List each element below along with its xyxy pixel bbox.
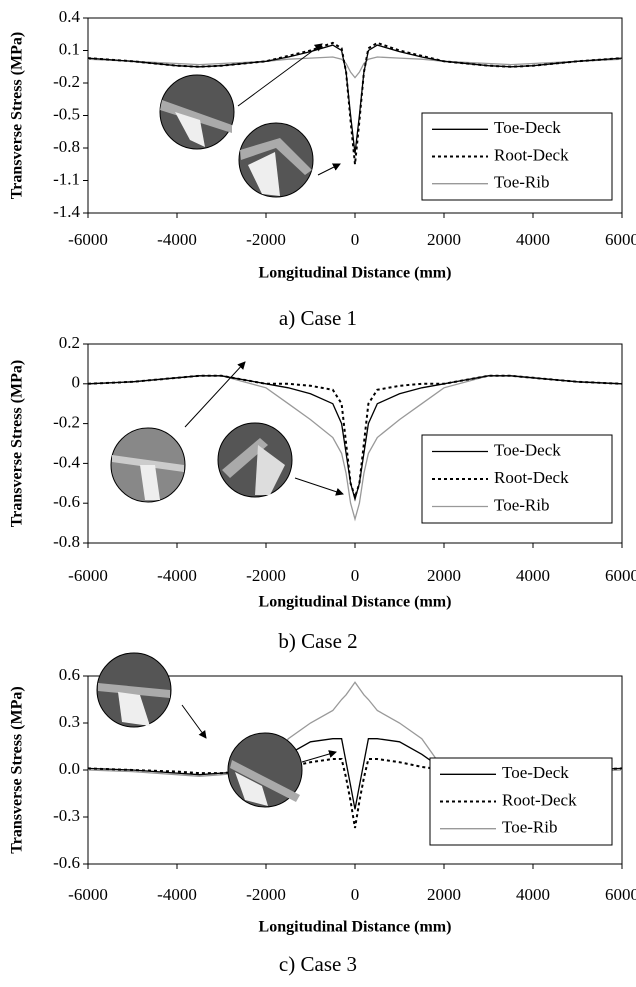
x-axis-title: Longitudinal Distance (mm) [259,594,452,611]
legend-label: Root-Deck [502,790,577,809]
series-line [87,375,623,502]
y-tick-label: -0.4 [53,452,80,471]
x-tick-label: 0 [351,885,360,904]
x-tick-label: -2000 [246,885,286,904]
legend-label: Toe-Deck [494,440,561,459]
x-tick-label: 6000 [605,885,636,904]
caption: c) Case 3 [279,952,357,976]
y-tick-label: 0 [72,373,81,392]
x-tick-label: 2000 [427,566,461,585]
y-tick-label: -0.6 [53,492,80,511]
legend-label: Toe-Rib [494,173,549,192]
chart: 0.4 0.1 -0.2 -0.5 -0.8 -1.1 -1.4 -6000 -4000 -200… [9,7,636,330]
y-tick-label: 0.3 [59,712,80,731]
x-tick-label: 2000 [427,885,461,904]
x-tick-label: 0 [351,230,360,249]
arrow [184,361,246,428]
inset-image [238,122,314,198]
arrow [301,750,337,763]
arrow [237,43,323,107]
caption: b) Case 2 [278,629,357,653]
x-tick-label: -6000 [68,230,108,249]
inset-image [110,427,186,503]
chart: 0.6 0.3 0.0 -0.3 -0.6 -6000 -4000 -2000 0 2000 400… [9,665,636,976]
inset-image [217,422,293,498]
y-tick-label: -0.6 [53,853,80,872]
y-tick-label: -1.4 [53,202,80,221]
x-tick-label: -2000 [246,566,286,585]
y-axis-title: Transverse Stress (MPa) [9,686,26,853]
arrow [294,477,344,496]
y-tick-label: 0.0 [59,759,80,778]
legend-label: Toe-Rib [494,495,549,514]
x-tick-label: 2000 [427,230,461,249]
x-tick-label: 4000 [516,885,550,904]
y-tick-label: -0.2 [53,413,80,432]
chart: 0.2 0 -0.2 -0.4 -0.6 -0.8 -6000 -4000 -2000 0 2000… [9,333,636,653]
legend-label: Toe-Deck [494,118,561,137]
x-tick-label: 6000 [605,566,636,585]
y-tick-label: -1.1 [53,169,80,188]
y-axis-title: Transverse Stress (MPa) [9,32,26,199]
x-tick-label: 6000 [605,230,636,249]
caption: a) Case 1 [279,306,357,330]
x-axis-title: Longitudinal Distance (mm) [259,265,452,282]
x-axis-title: Longitudinal Distance (mm) [259,919,452,936]
x-tick-label: -4000 [157,230,197,249]
y-tick-label: -0.5 [53,104,80,123]
y-tick-label: -0.3 [53,806,80,825]
x-tick-label: 4000 [516,566,550,585]
y-tick-label: -0.8 [53,137,80,156]
y-axis-title: Transverse Stress (MPa) [9,360,26,527]
legend-box [421,112,613,201]
series-line [87,44,623,154]
y-tick-label: 0.6 [59,665,80,684]
arrow [317,163,341,176]
insets [96,43,344,808]
series-line [87,56,623,79]
legend-label: Toe-Deck [502,763,569,782]
y-tick-label: 0.4 [59,7,81,26]
legend-box [421,434,613,524]
y-tick-label: 0.1 [59,39,80,58]
x-tick-label: -6000 [68,885,108,904]
inset-image [159,74,235,150]
y-tick-label: 0.2 [59,333,80,352]
x-tick-label: -6000 [68,566,108,585]
inset-image [227,732,303,808]
legend-label: Root-Deck [494,145,569,164]
x-tick-label: 0 [351,566,360,585]
arrow [181,704,207,739]
x-tick-label: -4000 [157,885,197,904]
x-tick-label: 4000 [516,230,550,249]
legend-label: Toe-Rib [502,818,557,837]
x-tick-label: -2000 [246,230,286,249]
inset-image [96,652,172,728]
legend-label: Root-Deck [494,468,569,487]
y-tick-label: -0.2 [53,72,80,91]
y-tick-label: -0.8 [53,532,80,551]
x-tick-label: -4000 [157,566,197,585]
